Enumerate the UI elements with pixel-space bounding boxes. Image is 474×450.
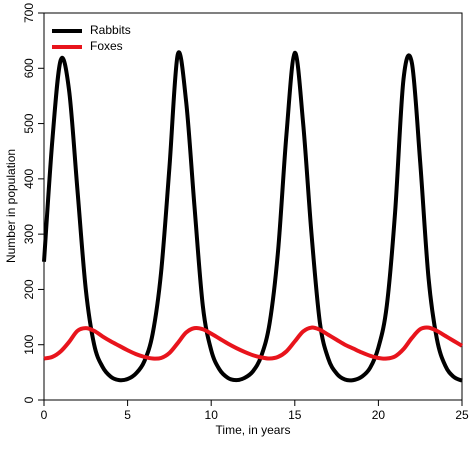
legend-label: Rabbits bbox=[90, 23, 131, 37]
y-axis-label: Number in population bbox=[4, 149, 18, 263]
y-tick-label: 700 bbox=[22, 3, 36, 23]
x-axis-label: Time, in years bbox=[216, 423, 291, 437]
x-tick-label: 20 bbox=[372, 408, 386, 422]
x-tick-label: 15 bbox=[288, 408, 302, 422]
plot-frame bbox=[43, 12, 463, 401]
x-tick-label: 0 bbox=[41, 408, 48, 422]
y-tick-label: 500 bbox=[22, 113, 36, 133]
series-line bbox=[43, 325, 464, 361]
legend-label: Foxes bbox=[90, 39, 123, 53]
y-tick-label: 300 bbox=[22, 224, 36, 244]
y-tick-label: 100 bbox=[22, 334, 36, 354]
y-tick-label: 400 bbox=[22, 169, 36, 189]
x-tick-label: 10 bbox=[205, 408, 219, 422]
y-tick-label: 200 bbox=[22, 279, 36, 299]
x-tick-label: 5 bbox=[124, 408, 131, 422]
series-line bbox=[42, 50, 463, 383]
y-tick-label: 0 bbox=[22, 396, 36, 403]
x-tick-label: 25 bbox=[455, 408, 469, 422]
y-tick-label: 600 bbox=[22, 58, 36, 78]
